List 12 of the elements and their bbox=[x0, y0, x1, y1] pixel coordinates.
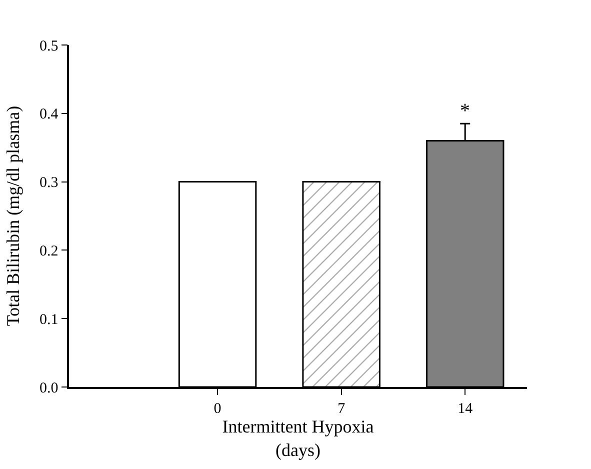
y-tick-label: 0.3 bbox=[40, 175, 58, 192]
annotation: * bbox=[460, 100, 470, 122]
y-axis-title: Total Bilirubin (mg/dl plasma) bbox=[3, 106, 24, 326]
x-tick-label: 14 bbox=[458, 400, 474, 417]
x-tick-label: 7 bbox=[338, 400, 346, 417]
y-tick-label: 0.1 bbox=[40, 312, 58, 328]
y-tick-label: 0.5 bbox=[40, 38, 58, 54]
y-tick-label: 0.2 bbox=[40, 243, 58, 260]
x-tick-label: 0 bbox=[214, 400, 222, 417]
y-tick-label: 0.4 bbox=[40, 106, 59, 123]
y-tick-label: 0.0 bbox=[40, 380, 58, 396]
x-axis-title: Intermittent Hypoxia (days) bbox=[222, 416, 374, 460]
